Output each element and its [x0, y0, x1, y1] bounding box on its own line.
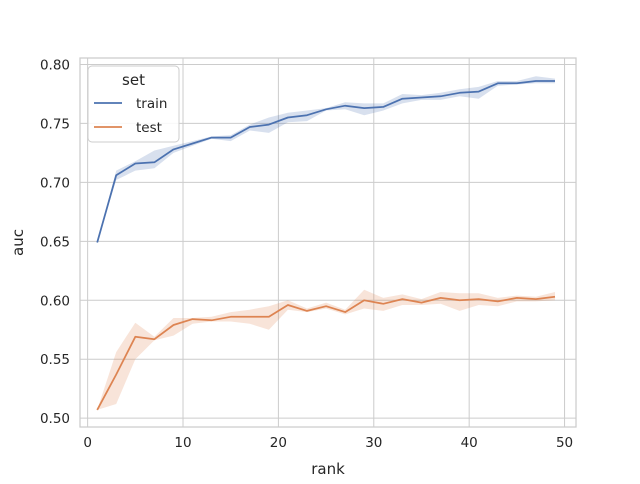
legend-box [87, 65, 180, 143]
train-series-line [96, 80, 555, 243]
plot-frame [79, 57, 577, 428]
y-tick-label: 0.75 [40, 116, 70, 132]
x-tick-label: 20 [270, 435, 287, 451]
x-axis-label: rank [311, 460, 345, 478]
series-lines [96, 80, 556, 411]
y-tick-label: 0.50 [40, 411, 70, 427]
x-tick-label: 40 [461, 435, 478, 451]
legend-entries: train test [94, 96, 167, 136]
legend: set train test [87, 65, 180, 143]
legend-label-test: test [136, 120, 162, 136]
legend-title: set [122, 71, 145, 89]
y-tick-label: 0.65 [40, 234, 70, 250]
x-tick-label: 0 [83, 435, 92, 451]
x-tick-label: 10 [174, 435, 191, 451]
y-tick-label: 0.70 [40, 175, 70, 191]
x-tick-label: 30 [365, 435, 382, 451]
test-series-line [96, 295, 556, 411]
x-tick-label: 50 [556, 435, 573, 451]
test-confidence-band [97, 289, 555, 410]
legend-label-train: train [136, 96, 167, 112]
y-tick-labels: 0.50 0.55 0.60 0.65 0.70 0.75 0.80 [40, 57, 70, 427]
y-tick-label: 0.55 [40, 352, 70, 368]
x-tick-labels: 0 10 20 30 40 50 [83, 435, 573, 451]
y-tick-label: 0.60 [40, 293, 70, 309]
y-axis-label: auc [9, 229, 27, 256]
y-tick-label: 0.80 [40, 57, 70, 73]
